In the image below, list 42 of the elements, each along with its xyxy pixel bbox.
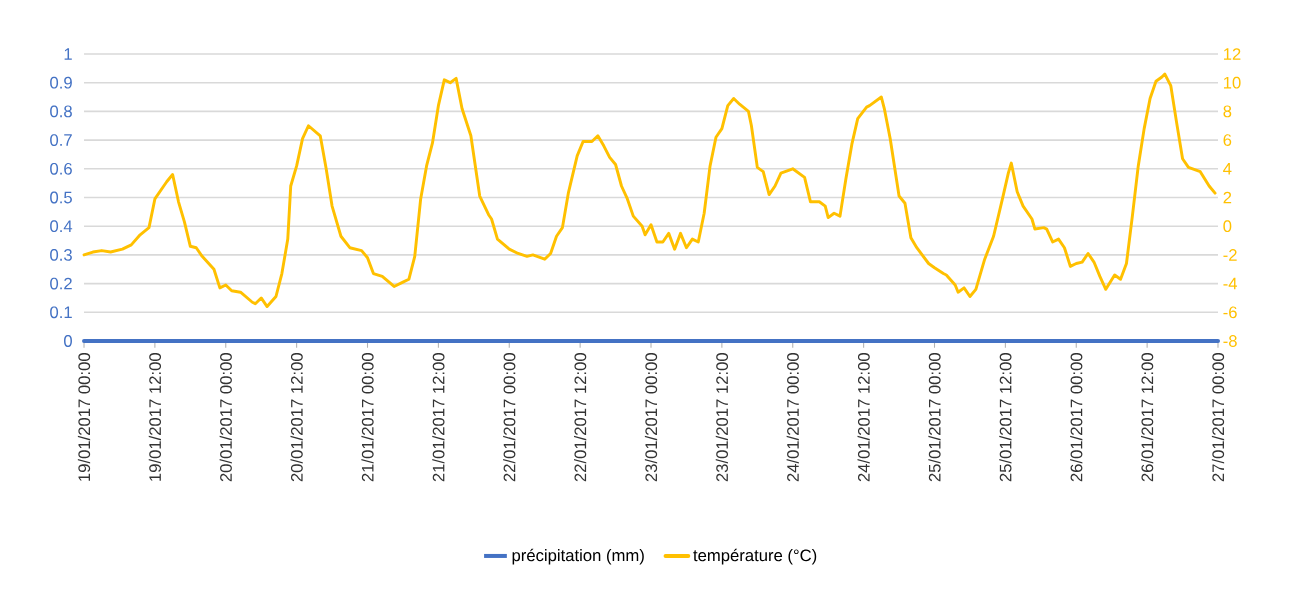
y-tick-label: 0.9 (50, 76, 72, 89)
y2-tick-label: 8 (1223, 105, 1232, 118)
y2-tick-label: -2 (1223, 249, 1237, 261)
y2-tick-label: -4 (1223, 277, 1238, 290)
y2-tick-label: 10 (1223, 76, 1241, 89)
x-tick-label: 23/01/2017 12:00 (715, 353, 729, 482)
x-tick-label: 26/01/2017 12:00 (1141, 353, 1154, 482)
line-series (82, 72, 1217, 309)
x-tick-label: 19/01/2017 00:00 (77, 353, 91, 481)
x-tick-label: 25/01/2017 00:00 (928, 353, 941, 482)
y-tick-label: 0.7 (50, 134, 72, 146)
y2-tick-label: -6 (1223, 306, 1237, 319)
y2-tick-label: 6 (1223, 134, 1232, 146)
y2-tick-label: -8 (1223, 335, 1237, 347)
y-tick-label: 0.2 (50, 277, 72, 290)
y2-tick-label: 0 (1223, 220, 1232, 233)
legend-label: température (°C) (693, 548, 817, 565)
x-tick-label: 24/01/2017 12:00 (857, 353, 870, 482)
y2-tick-label: 4 (1223, 163, 1232, 175)
x-tick-label: 20/01/2017 00:00 (219, 353, 232, 482)
x-tick-label: 22/01/2017 12:00 (574, 353, 587, 482)
x-tick-label: 19/01/2017 12:00 (148, 353, 162, 481)
y-tick-label: 0.8 (50, 105, 72, 118)
y-tick-label: 0.6 (50, 162, 72, 175)
x-tick-label: 20/01/2017 12:00 (290, 353, 303, 482)
x-tick-label: 23/01/2017 00:00 (644, 353, 658, 482)
y-tick-label: 0.1 (50, 306, 72, 319)
y-tick-label: 0.4 (50, 220, 73, 233)
y2-tick-label: 12 (1223, 48, 1241, 60)
x-tick-label: 22/01/2017 00:00 (503, 353, 516, 482)
x-tick-label: 21/01/2017 00:00 (361, 353, 374, 482)
y-tick-label: 0.5 (50, 191, 72, 204)
x-tick-label: 27/01/2017 00:00 (1211, 353, 1225, 482)
y2-tick-label: 2 (1223, 191, 1232, 204)
y-tick-label: 1 (64, 48, 72, 60)
y-tick-label: 0 (64, 335, 72, 347)
legend-label: précipitation (mm) (512, 548, 644, 565)
x-tick-label: 21/01/2017 12:00 (432, 353, 445, 482)
x-tick-label: 26/01/2017 00:00 (1070, 353, 1083, 482)
x-tick-label: 24/01/2017 00:00 (786, 353, 799, 482)
x-tick-label: 25/01/2017 12:00 (999, 353, 1012, 482)
y-tick-label: 0.3 (50, 249, 72, 261)
